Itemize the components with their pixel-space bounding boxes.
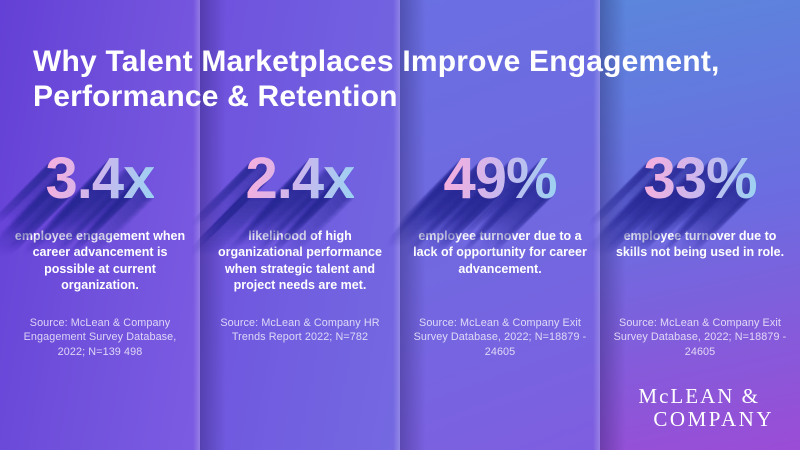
stat-description: employee turnover due to skills not bein… bbox=[615, 229, 785, 260]
stat-panel-engagement: 3.4x 3.4x employee engagement when caree… bbox=[0, 0, 200, 450]
stat-source: Source: McLean & Company Exit Survey Dat… bbox=[613, 317, 787, 358]
stat-column: 3.4x 3.4x employee engagement when caree… bbox=[0, 0, 200, 450]
stat-column: 49% 49% employee turnover due to a lack … bbox=[400, 0, 600, 450]
stat-panel-turnover-opportunity: 49% 49% employee turnover due to a lack … bbox=[400, 0, 600, 450]
page-title: Why Talent Marketplaces Improve Engageme… bbox=[33, 44, 720, 114]
stat-value-text: 2.4x bbox=[245, 146, 356, 211]
stat-value-long-shadow: 49% bbox=[443, 140, 557, 218]
stat-description: employee turnover due to a lack of oppor… bbox=[413, 229, 587, 276]
stat-description: employee engagement when career advancem… bbox=[14, 229, 186, 292]
stat-value-text: 3.4x bbox=[45, 146, 156, 211]
stat-value: 49% 49% bbox=[443, 140, 557, 218]
stat-value: 2.4x 2.4x bbox=[245, 140, 356, 218]
stat-column: 33% 33% employee turnover due to skills … bbox=[600, 0, 800, 450]
stat-source: Source: McLean & Company Exit Survey Dat… bbox=[413, 317, 587, 358]
stat-panel-performance: 2.4x 2.4x likelihood of high organizatio… bbox=[200, 0, 400, 450]
mclean-company-logo: McLEAN & COMPANY bbox=[638, 386, 774, 430]
stat-value-long-shadow: 2.4x bbox=[246, 140, 356, 218]
stat-source: Source: McLean & Company Engagement Surv… bbox=[23, 317, 177, 358]
stat-description: likelihood of high organizational perfor… bbox=[218, 229, 382, 292]
stat-value-long-shadow: 33% bbox=[643, 140, 757, 218]
stat-panel-turnover-skills: 33% 33% employee turnover due to skills … bbox=[600, 0, 800, 450]
stat-value: 3.4x 3.4x bbox=[45, 140, 156, 218]
stat-column: 2.4x 2.4x likelihood of high organizatio… bbox=[200, 0, 400, 450]
logo-line2: COMPANY bbox=[653, 407, 774, 431]
page-title-line2: Performance & Retention bbox=[33, 80, 398, 114]
stat-value-long-shadow: 3.4x bbox=[46, 140, 156, 218]
page-title-line1: Why Talent Marketplaces Improve Engageme… bbox=[33, 45, 720, 79]
stat-source: Source: McLean & Company HR Trends Repor… bbox=[220, 317, 380, 344]
logo-line1: McLEAN & bbox=[638, 384, 760, 408]
stat-value-text: 49% bbox=[443, 146, 557, 211]
stat-value-text: 33% bbox=[643, 146, 757, 211]
stat-value: 33% 33% bbox=[643, 140, 757, 218]
